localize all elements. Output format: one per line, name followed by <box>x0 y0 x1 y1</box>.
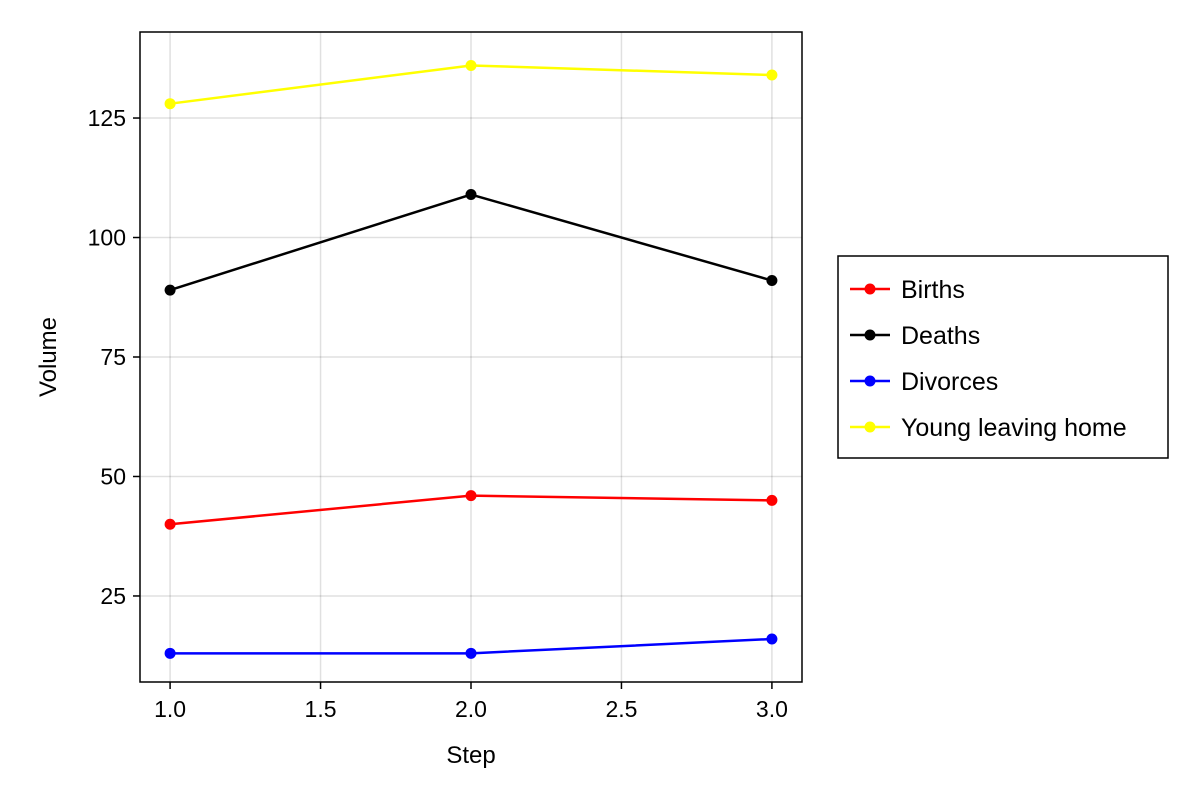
legend-swatch-marker-divorces <box>864 375 876 387</box>
y-tick-label: 50 <box>100 463 126 489</box>
data-point-divorces <box>766 633 778 645</box>
y-tick-label: 75 <box>100 344 126 370</box>
data-point-young-leaving-home <box>164 98 176 110</box>
data-point-births <box>465 490 477 502</box>
legend-swatch-marker-births <box>864 283 876 295</box>
x-tick-label: 3.0 <box>756 696 788 722</box>
x-tick-label: 2.0 <box>455 696 487 722</box>
data-point-births <box>164 518 176 530</box>
y-tick-label: 125 <box>88 105 126 131</box>
data-point-young-leaving-home <box>465 59 477 71</box>
x-tick-label: 1.0 <box>154 696 186 722</box>
axis-ticks: 1.0 1.5 2.0 2.5 3.0 25 50 75 100 125 <box>88 105 788 722</box>
data-point-divorces <box>164 647 176 659</box>
y-axis-title: Volume <box>35 317 62 397</box>
data-point-young-leaving-home <box>766 69 778 81</box>
data-point-deaths <box>465 189 477 200</box>
x-axis-title: Step <box>446 742 495 769</box>
legend-swatch-marker-deaths <box>864 329 876 341</box>
legend-box <box>837 255 1169 459</box>
legend: Births Deaths Divorces Young leaving home <box>837 255 1169 459</box>
legend-label-young-leaving-home: Young leaving home <box>901 414 1127 442</box>
data-point-deaths <box>766 275 778 287</box>
x-tick-label: 2.5 <box>605 696 637 722</box>
x-tick-label: 1.5 <box>305 696 337 722</box>
grid-lines <box>140 32 802 682</box>
legend-label-births: Births <box>901 276 965 304</box>
legend-label-deaths: Deaths <box>901 322 980 350</box>
plot-series <box>164 59 778 659</box>
y-tick-label: 25 <box>100 583 126 609</box>
data-point-births <box>766 494 778 506</box>
legend-label-divorces: Divorces <box>901 368 998 396</box>
data-point-divorces <box>465 647 477 659</box>
data-point-deaths <box>164 284 176 296</box>
legend-swatch-marker-young-leaving-home <box>864 421 876 433</box>
y-tick-label: 100 <box>88 225 126 251</box>
